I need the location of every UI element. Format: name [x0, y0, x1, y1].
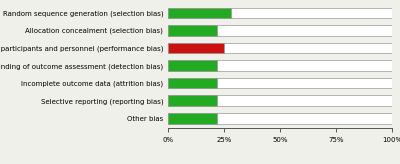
Bar [168, 43, 392, 53]
Bar [168, 113, 217, 123]
Bar [168, 60, 392, 71]
Bar [168, 78, 217, 88]
Bar [168, 60, 217, 71]
Bar [168, 8, 231, 18]
Bar [168, 113, 392, 123]
Bar [168, 25, 392, 36]
Bar [168, 95, 217, 106]
Bar [168, 8, 392, 18]
Bar [168, 43, 224, 53]
Bar [168, 25, 217, 36]
Bar [168, 78, 392, 88]
Bar [168, 95, 392, 106]
